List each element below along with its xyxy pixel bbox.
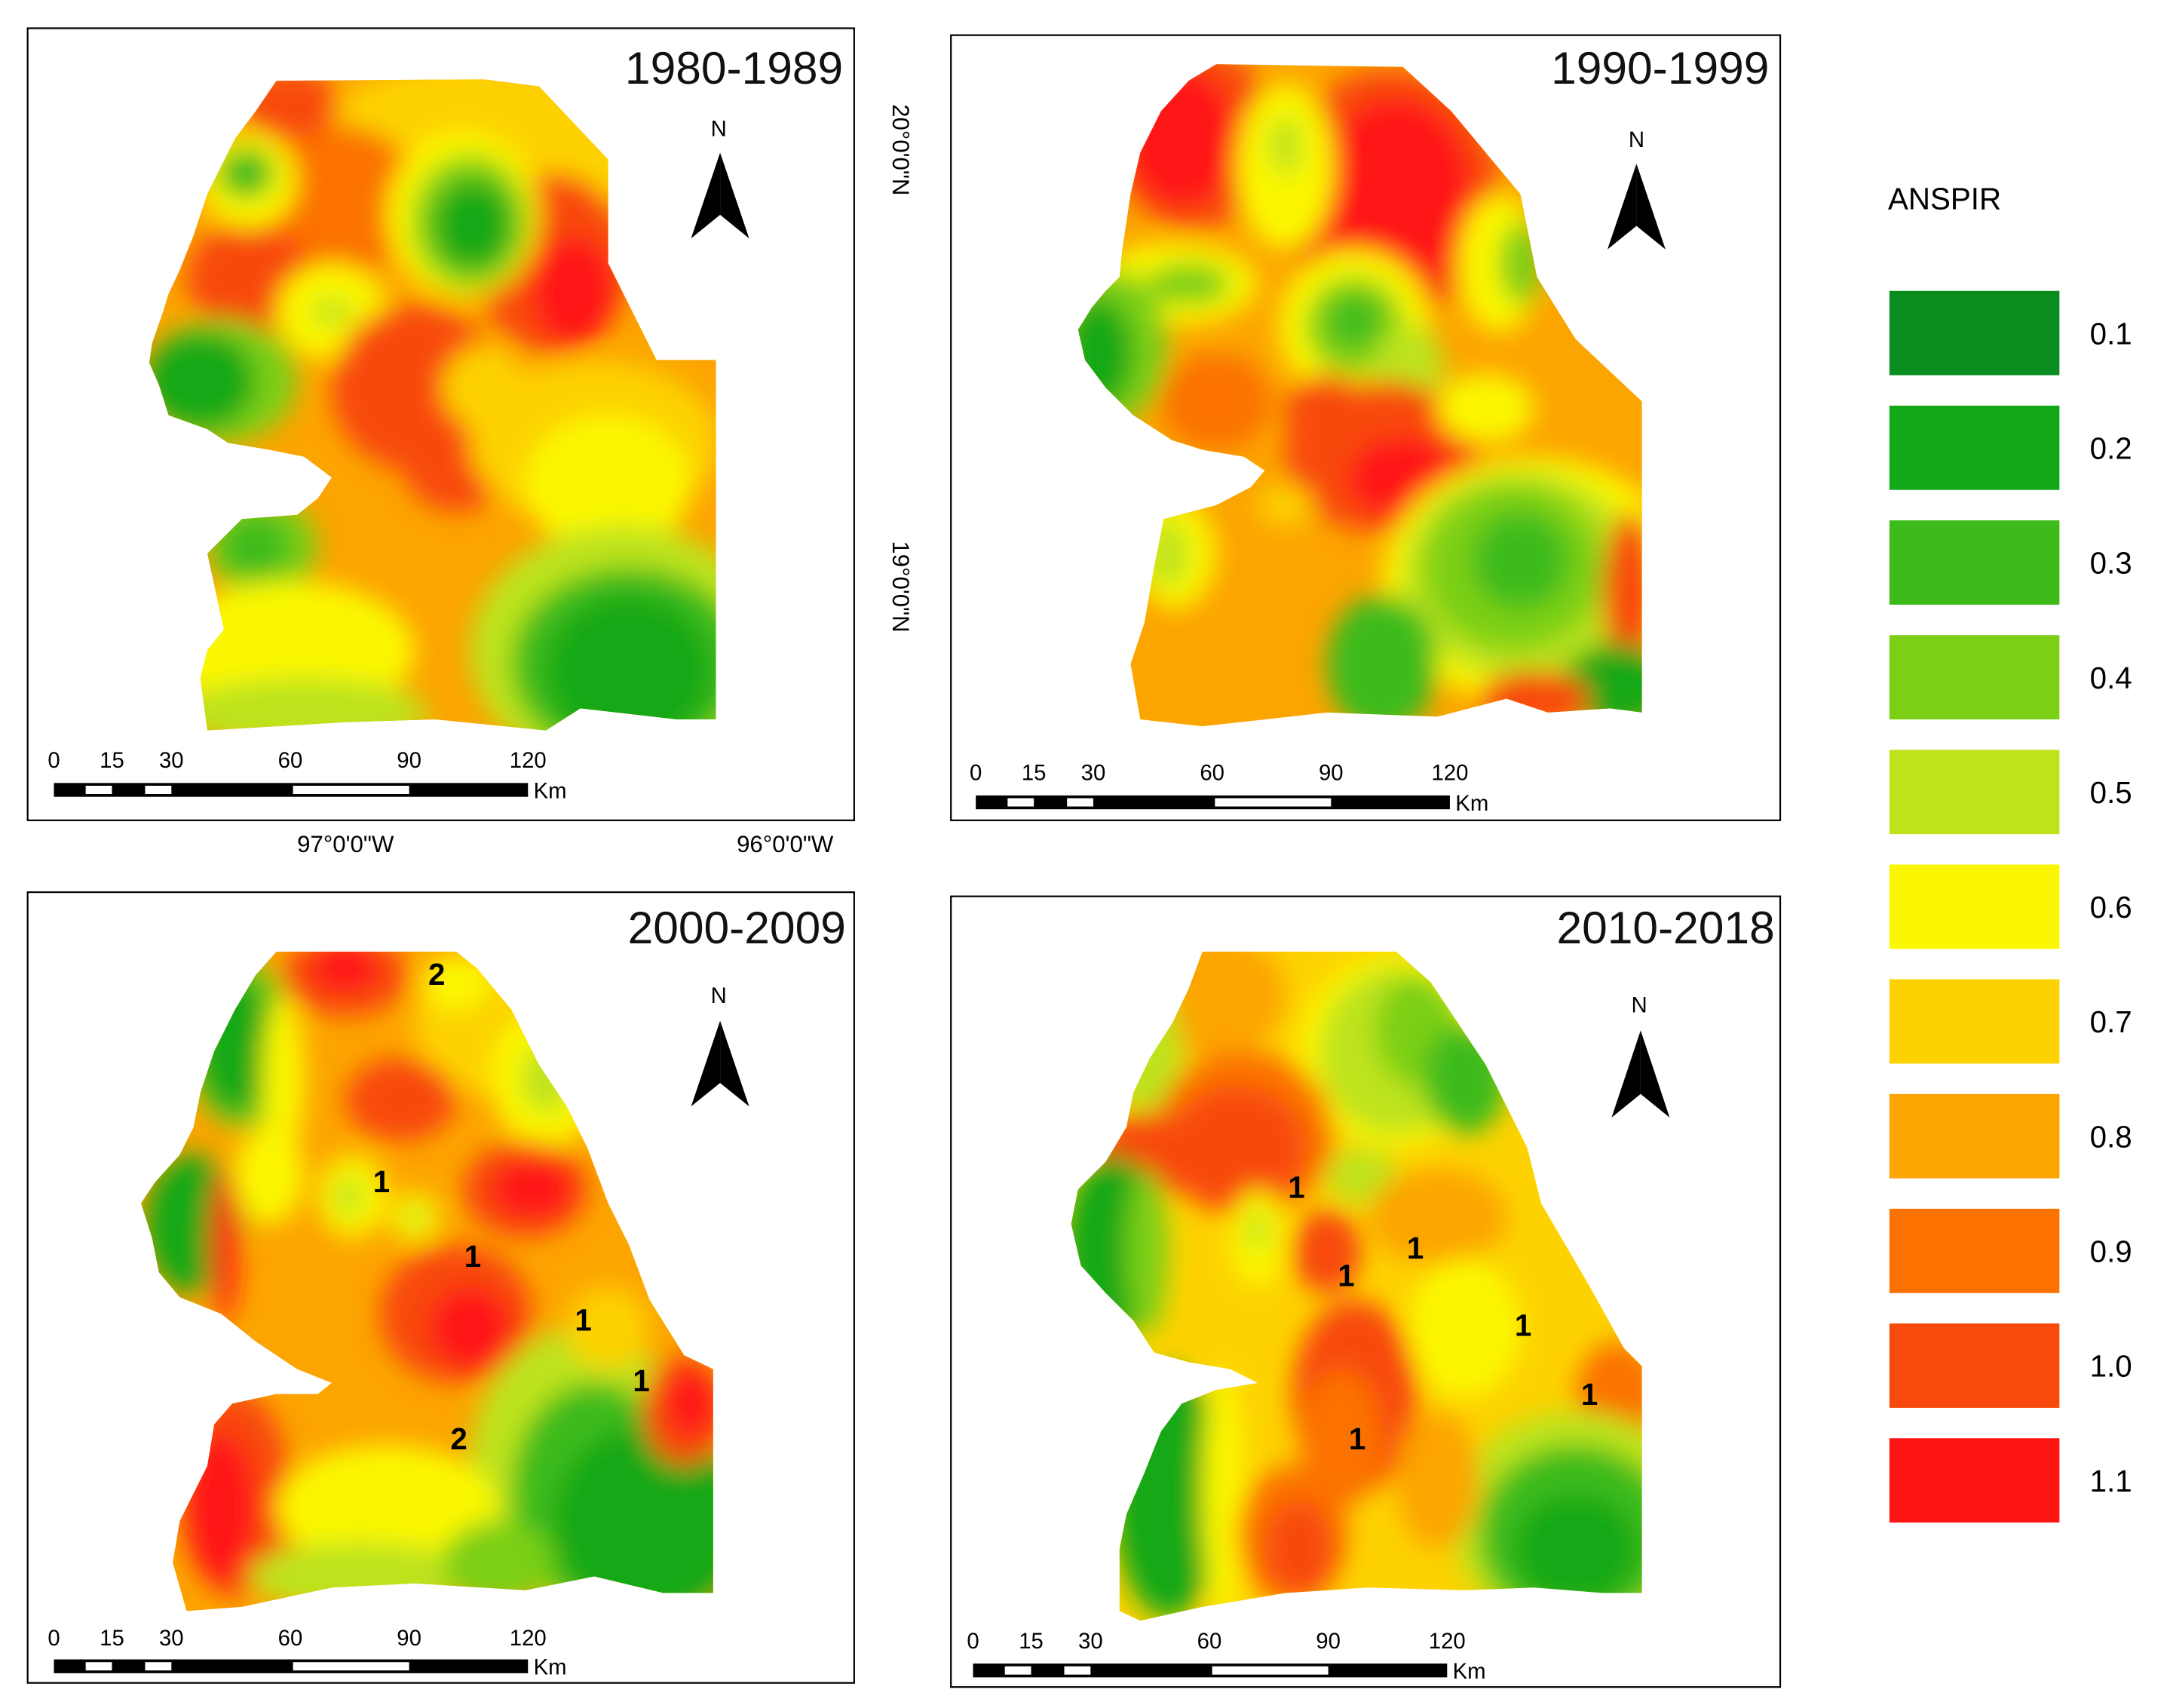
legend-swatch xyxy=(1889,1438,2060,1523)
scale-tick-label: 120 xyxy=(510,748,547,773)
scale-bar: 0 15 30 60 90 120 Km xyxy=(967,1629,1485,1684)
scale-unit: Km xyxy=(1453,1659,1486,1684)
legend-swatch xyxy=(1889,750,2060,835)
anspir-surface xyxy=(140,951,713,1611)
legend-label: 0.7 xyxy=(2090,1004,2132,1039)
scale-tick-label: 120 xyxy=(1429,1629,1466,1654)
scale-tick-label: 30 xyxy=(1078,1629,1103,1654)
scale-tick-label: 15 xyxy=(1022,761,1047,786)
north-arrow-label: N xyxy=(711,983,727,1008)
panel-title: 2010-2018 xyxy=(1556,902,1774,953)
north-arrow: N xyxy=(1611,993,1670,1118)
scale-tick-label: 60 xyxy=(278,748,303,773)
scale-tick-label: 0 xyxy=(970,761,982,786)
legend-label: 0.8 xyxy=(2090,1119,2132,1154)
latitude-label-top: 20°0'0"N xyxy=(887,104,914,195)
map-labels: 2 1 1 1 1 2 xyxy=(373,957,650,1456)
scale-tick-label: 15 xyxy=(100,1626,124,1651)
map-label: 1 xyxy=(1581,1377,1598,1412)
legend-swatch xyxy=(1889,1323,2060,1408)
north-arrow-icon xyxy=(1611,1030,1641,1118)
scale-bar: 0 15 30 60 90 120 Km xyxy=(970,761,1488,816)
map-label: 1 xyxy=(633,1363,649,1398)
legend-swatch xyxy=(1889,405,2060,490)
scale-tick-label: 30 xyxy=(1081,761,1106,786)
scale-tick-label: 0 xyxy=(48,1626,60,1651)
scale-tick-label: 60 xyxy=(278,1626,303,1651)
scale-tick-label: 15 xyxy=(100,748,124,773)
legend-swatch xyxy=(1889,1208,2060,1293)
map-label: 2 xyxy=(450,1421,467,1456)
scale-tick-label: 120 xyxy=(510,1626,547,1651)
scale-tick-label: 90 xyxy=(397,1626,421,1651)
legend-label: 0.3 xyxy=(2090,546,2132,581)
scale-unit: Km xyxy=(534,1655,567,1680)
map-label: 1 xyxy=(1515,1308,1531,1343)
map-label: 1 xyxy=(575,1302,591,1337)
scale-tick-label: 90 xyxy=(397,748,421,773)
map-panel-2010-2018: 2010-2018 N 1 1 1 1 1 1 0 15 30 60 90 12… xyxy=(950,895,1782,1688)
scale-tick-label: 90 xyxy=(1316,1629,1341,1654)
legend-swatch xyxy=(1889,1093,2060,1179)
legend-swatch xyxy=(1889,979,2060,1064)
scale-unit: Km xyxy=(534,779,567,804)
map-label: 1 xyxy=(464,1239,481,1274)
latitude-label-bottom: 19°0'0"N xyxy=(887,541,914,632)
anspir-surface xyxy=(149,79,716,731)
panel-title: 1990-1999 xyxy=(1551,42,1769,94)
scale-tick-label: 15 xyxy=(1019,1629,1044,1654)
legend-swatch xyxy=(1889,864,2060,949)
scale-tick-label: 60 xyxy=(1200,761,1224,786)
scale-tick-label: 0 xyxy=(967,1629,979,1654)
scale-tick-label: 30 xyxy=(159,748,184,773)
panel-title: 1980-1989 xyxy=(625,42,843,94)
legend-label: 1.1 xyxy=(2090,1464,2132,1498)
scale-tick-label: 60 xyxy=(1197,1629,1222,1654)
anspir-surface xyxy=(1077,64,1642,727)
scale-tick-label: 90 xyxy=(1319,761,1344,786)
legend-swatch xyxy=(1889,635,2060,720)
north-arrow-icon-right xyxy=(720,1020,749,1107)
scale-unit: Km xyxy=(1455,791,1488,816)
panel-title: 2000-2009 xyxy=(628,902,846,953)
map-panel-1990-1999: 1990-1999 N 0 15 30 60 90 120 Km xyxy=(950,34,1782,821)
legend-swatch xyxy=(1889,520,2060,605)
map-panel-1980-1989: 1980-1989 N 0 15 30 60 90 120 Km xyxy=(26,27,855,821)
north-arrow-label: N xyxy=(1631,993,1647,1018)
legend: ANSPIR 0.1 0.2 0.3 0.4 0.5 0.6 0.7 0.8 0.9 1.0 1.1 xyxy=(1888,182,2132,1523)
scale-bar: 0 15 30 60 90 120 Km xyxy=(48,748,566,803)
legend-label: 0.4 xyxy=(2090,661,2132,695)
legend-label: 0.5 xyxy=(2090,775,2132,810)
scale-tick-label: 30 xyxy=(159,1626,184,1651)
scale-tick-label: 120 xyxy=(1431,761,1468,786)
legend-label: 1.0 xyxy=(2090,1349,2132,1384)
map-label: 1 xyxy=(1407,1231,1424,1265)
north-arrow-icon-right xyxy=(720,152,749,239)
legend-label: 0.6 xyxy=(2090,890,2132,925)
legend-label: 0.1 xyxy=(2090,316,2132,351)
map-label: 2 xyxy=(428,957,445,992)
map-label: 1 xyxy=(1288,1170,1304,1204)
longitude-label-right: 96°0'0"W xyxy=(737,831,834,857)
legend-label: 0.9 xyxy=(2090,1234,2132,1269)
scale-tick-label: 0 xyxy=(48,748,60,773)
north-arrow-label: N xyxy=(711,116,727,141)
legend-swatch xyxy=(1889,290,2060,376)
legend-label: 0.2 xyxy=(2090,431,2132,465)
north-arrow-label: N xyxy=(1629,127,1644,152)
map-label: 1 xyxy=(1338,1259,1354,1293)
anspir-surface xyxy=(1071,951,1642,1621)
map-labels: 1 1 1 1 1 1 xyxy=(1288,1170,1598,1456)
longitude-label-left: 97°0'0"W xyxy=(297,831,394,857)
map-panel-2000-2009: 2000-2009 N 2 1 1 1 1 2 0 15 30 60 90 12… xyxy=(26,891,855,1684)
map-label: 1 xyxy=(1349,1421,1365,1456)
legend-title: ANSPIR xyxy=(1888,182,2001,216)
north-arrow-icon-right xyxy=(1640,1030,1670,1118)
map-label: 1 xyxy=(373,1164,390,1199)
scale-bar: 0 15 30 60 90 120 Km xyxy=(48,1626,566,1679)
